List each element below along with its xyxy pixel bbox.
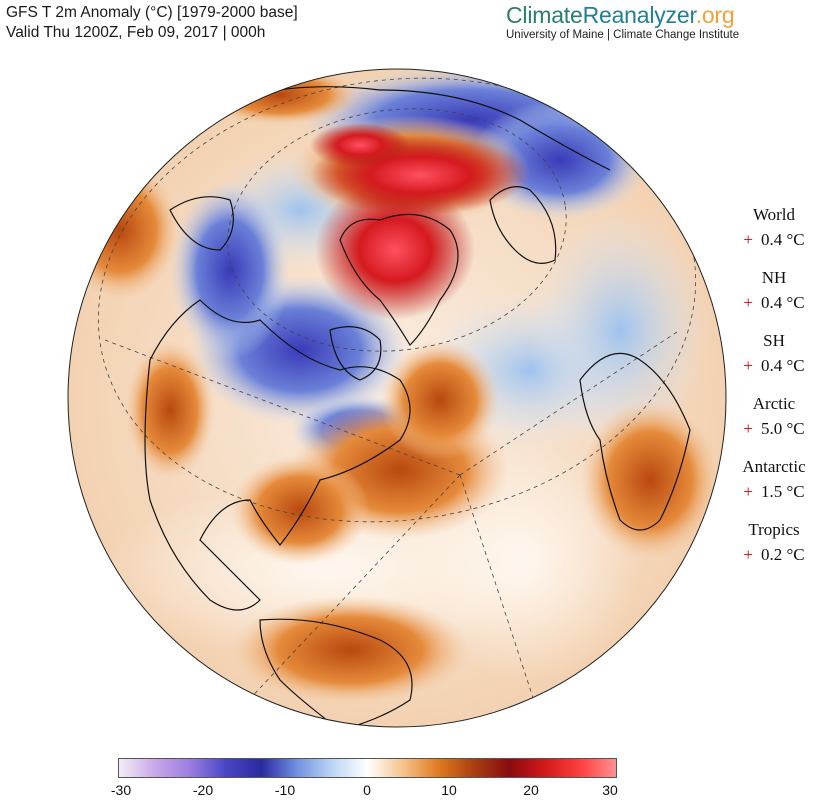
stat-sign: + — [743, 482, 753, 501]
stat-name: NH — [761, 268, 787, 287]
stat-value: 0.4 °C — [760, 356, 805, 375]
stat-world: World +0.4 °C — [728, 205, 820, 268]
greenland-outline — [339, 213, 459, 346]
colorbar-tick: -10 — [274, 782, 296, 798]
brand-subtitle: University of Maine | Climate Change Ins… — [506, 29, 740, 41]
colorbar-gradient — [119, 759, 616, 777]
stat-name: Antarctic — [742, 457, 806, 476]
hudson-bay-outline — [329, 326, 382, 381]
stat-tropics: Tropics +0.2 °C — [728, 520, 820, 583]
stat-arctic: Arctic +5.0 °C — [728, 394, 820, 457]
south-america-outline — [259, 618, 413, 727]
stat-antarctic: Antarctic +1.5 °C — [728, 457, 820, 520]
colorbar-ticks: -30 -20 -10 0 10 20 30 — [0, 782, 820, 802]
map-title-block: GFS T 2m Anomaly (°C) [1979-2000 base] V… — [6, 3, 298, 43]
stat-value: 5.0 °C — [760, 419, 805, 438]
stat-sign: + — [743, 230, 753, 249]
stat-value: 0.4 °C — [760, 293, 805, 312]
colorbar — [118, 758, 617, 778]
coastlines — [144, 86, 691, 727]
map-title: GFS T 2m Anomaly (°C) [1979-2000 base] — [6, 4, 298, 21]
colorbar-tick: 20 — [523, 782, 539, 798]
colorbar-tick: -20 — [192, 782, 214, 798]
stat-name: Arctic — [752, 394, 796, 413]
scandinavia-outline — [489, 186, 557, 264]
stat-name: Tropics — [748, 520, 800, 539]
north-america-outline — [144, 299, 411, 611]
globe-rim — [67, 68, 727, 728]
brand-part-reanalyzer: Reanalyzer — [582, 2, 696, 28]
anomaly-field — [68, 69, 726, 727]
colorbar-tick: 30 — [602, 782, 618, 798]
brand-logo[interactable]: ClimateReanalyzer.org University of Main… — [506, 2, 739, 41]
europe-africa-outline — [579, 352, 691, 531]
colorbar-tick: -30 — [110, 782, 132, 798]
stat-sh: SH +0.4 °C — [728, 331, 820, 394]
alaska-outline — [169, 196, 234, 251]
brand-name: ClimateReanalyzer.org — [506, 2, 739, 28]
colorbar-tick: 0 — [363, 782, 371, 798]
graticule — [97, 77, 697, 727]
valid-time: Valid Thu 1200Z, Feb 09, 2017 | 000h — [6, 24, 266, 41]
stat-sign: + — [743, 419, 753, 438]
brand-part-climate: Climate — [506, 2, 583, 28]
stat-sign: + — [743, 356, 753, 375]
brand-part-org: .org — [695, 2, 735, 28]
stat-name: World — [752, 205, 796, 224]
colorbar-tick: 10 — [441, 782, 457, 798]
stat-value: 0.4 °C — [760, 230, 805, 249]
stat-sign: + — [743, 293, 753, 312]
stat-value: 1.5 °C — [760, 482, 805, 501]
anomaly-stats-panel: World +0.4 °C NH +0.4 °C SH +0.4 °C Arct… — [728, 205, 820, 583]
stat-name: SH — [763, 331, 785, 350]
stat-sign: + — [743, 545, 753, 564]
stat-value: 0.2 °C — [760, 545, 805, 564]
stat-nh: NH +0.4 °C — [728, 268, 820, 331]
siberia-coast — [229, 86, 611, 171]
